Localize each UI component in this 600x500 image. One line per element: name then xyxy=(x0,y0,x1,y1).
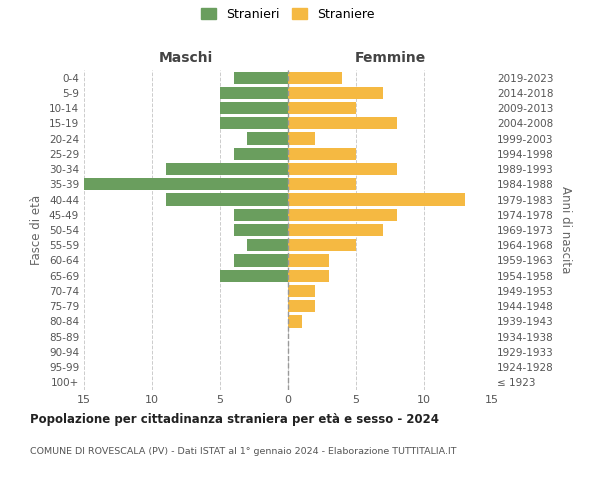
Bar xyxy=(220,270,288,282)
Bar xyxy=(166,163,288,175)
Bar xyxy=(288,224,383,236)
Bar xyxy=(288,239,356,252)
Bar xyxy=(288,270,329,282)
Bar xyxy=(166,194,288,205)
Bar xyxy=(220,87,288,99)
Bar xyxy=(288,87,383,99)
Bar xyxy=(288,102,356,114)
Bar xyxy=(233,254,288,266)
Bar xyxy=(247,239,288,252)
Bar xyxy=(233,72,288,84)
Bar xyxy=(288,72,343,84)
Text: COMUNE DI ROVESCALA (PV) - Dati ISTAT al 1° gennaio 2024 - Elaborazione TUTTITAL: COMUNE DI ROVESCALA (PV) - Dati ISTAT al… xyxy=(30,448,457,456)
Bar xyxy=(247,132,288,144)
Bar xyxy=(288,178,356,190)
Bar xyxy=(288,300,315,312)
Text: Maschi: Maschi xyxy=(159,51,213,65)
Bar xyxy=(220,117,288,130)
Bar xyxy=(288,117,397,130)
Bar xyxy=(84,178,288,190)
Bar xyxy=(288,316,302,328)
Text: Popolazione per cittadinanza straniera per età e sesso - 2024: Popolazione per cittadinanza straniera p… xyxy=(30,412,439,426)
Text: Femmine: Femmine xyxy=(355,51,425,65)
Bar xyxy=(288,132,315,144)
Bar xyxy=(288,208,397,221)
Bar xyxy=(288,163,397,175)
Y-axis label: Anni di nascita: Anni di nascita xyxy=(559,186,572,274)
Bar xyxy=(233,148,288,160)
Bar xyxy=(288,254,329,266)
Bar xyxy=(288,148,356,160)
Y-axis label: Fasce di età: Fasce di età xyxy=(31,195,43,265)
Bar xyxy=(288,194,465,205)
Bar xyxy=(233,224,288,236)
Legend: Stranieri, Straniere: Stranieri, Straniere xyxy=(196,2,380,26)
Bar xyxy=(233,208,288,221)
Bar xyxy=(220,102,288,114)
Bar xyxy=(288,285,315,297)
